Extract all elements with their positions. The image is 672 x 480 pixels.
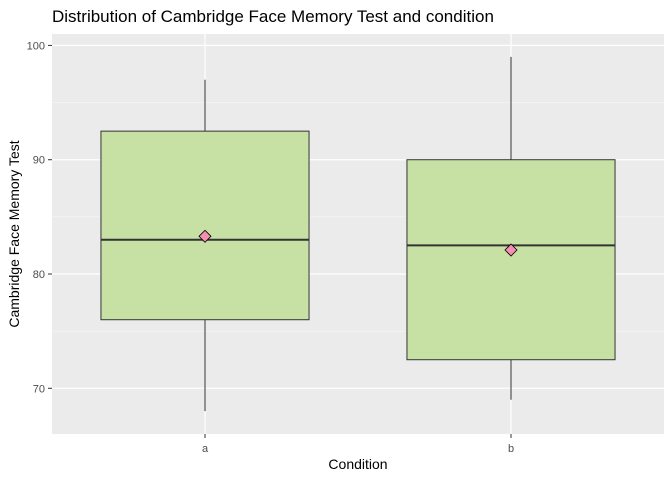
y-axis-title: Cambridge Face Memory Test bbox=[6, 140, 22, 327]
boxes-layer bbox=[100, 56, 616, 412]
mean-marker bbox=[504, 243, 518, 257]
y-tick-label: 100 bbox=[27, 40, 45, 52]
chart-title: Distribution of Cambridge Face Memory Te… bbox=[52, 7, 494, 26]
x-tick-label: a bbox=[202, 443, 209, 455]
mean-marker bbox=[198, 229, 212, 243]
x-tick-label: b bbox=[508, 443, 514, 455]
box-iqr bbox=[406, 159, 616, 361]
box-iqr bbox=[100, 130, 310, 321]
x-axis-title: Condition bbox=[328, 456, 387, 472]
box-group-b bbox=[406, 56, 616, 400]
y-axis: 70 80 90 100 bbox=[27, 40, 52, 395]
y-tick-label: 80 bbox=[33, 269, 45, 281]
y-tick-label: 90 bbox=[33, 155, 45, 167]
box-group-a bbox=[100, 79, 310, 412]
y-tick-label: 70 bbox=[33, 383, 45, 395]
